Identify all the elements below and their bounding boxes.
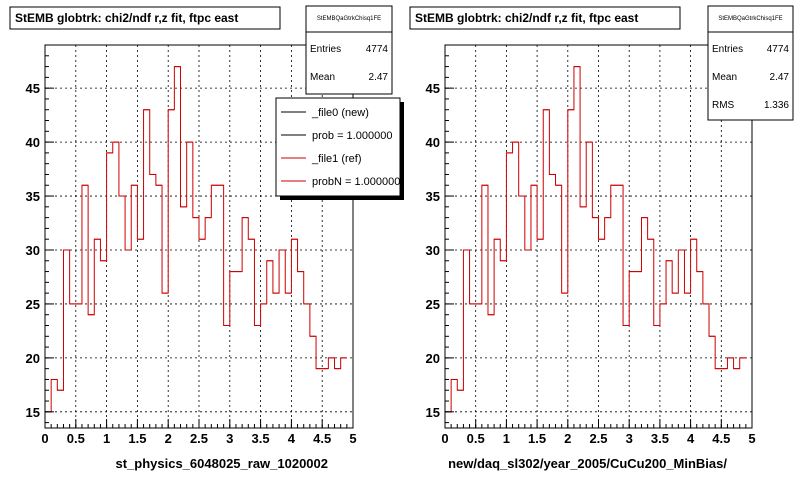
x-tick-label: 0.5	[67, 431, 85, 446]
x-tick-label: 3.5	[651, 431, 669, 446]
x-tick-label: 3.5	[252, 431, 270, 446]
y-tick-label: 30	[26, 243, 40, 258]
stats-frame	[707, 5, 794, 121]
x-tick-label: 1.5	[128, 431, 146, 446]
y-axis: 15 20 25 30 35 40 45	[26, 55, 54, 424]
y-tick-label: 45	[26, 81, 40, 96]
right-histogram-panel: 0 0.5 1 1.5 2 2.5 3 3.5 4 4.5 5 15 20 25 30 35 40 45 new/d…	[409, 5, 794, 471]
title-frame	[9, 6, 281, 30]
x-tick-label: 4	[288, 431, 296, 446]
x-tick-label: 1	[503, 431, 510, 446]
legend-entry-label: _file0 (new)	[311, 107, 369, 119]
x-tick-label: 4	[687, 431, 695, 446]
chart-title-box: StEMB globtrk: chi2/ndf r,z fit, ftpc ea…	[409, 6, 681, 30]
histogram-series	[445, 66, 746, 413]
stats-label: Mean	[310, 72, 335, 83]
stats-label: RMS	[712, 100, 735, 111]
stats-frame	[305, 5, 393, 95]
y-axis: 15 20 25 30 35 40 45	[426, 55, 454, 424]
x-tick-label: 3	[626, 431, 633, 446]
x-axis-title: new/daq_sl302/year_2005/CuCu200_MinBias/	[448, 456, 727, 471]
chart-title-box: StEMB globtrk: chi2/ndf r,z fit, ftpc ea…	[9, 6, 281, 30]
y-tick-label: 45	[426, 81, 440, 96]
stats-label: Mean	[712, 72, 737, 83]
stats-value: 4774	[767, 44, 790, 55]
x-tick-label: 4.5	[712, 431, 730, 446]
stats-box: StEMBQaGtrkChisq1FE Entries 4774 Mean 2.47	[305, 5, 393, 95]
x-tick-label: 5	[748, 431, 755, 446]
stats-box: StEMBQaGtrkChisq1FE Entries 4774 Mean 2.47 RM…	[707, 5, 794, 121]
y-tick-label: 15	[426, 405, 440, 420]
x-tick-label: 1	[103, 431, 110, 446]
x-tick-label: 0	[41, 431, 48, 446]
x-tick-label: 0	[441, 431, 448, 446]
stats-value: 1.336	[764, 100, 789, 111]
stats-name: StEMBQaGtrkChisq1FE	[718, 16, 782, 22]
y-tick-label: 35	[26, 189, 40, 204]
y-tick-label: 20	[426, 351, 440, 366]
y-tick-label: 25	[426, 297, 440, 312]
stats-name: StEMBQaGtrkChisq1FE	[317, 16, 381, 22]
title-frame	[409, 6, 681, 30]
legend-entry-label: prob = 1.000000	[312, 130, 392, 142]
stats-value: 4774	[366, 44, 389, 55]
y-tick-label: 30	[426, 243, 440, 258]
x-tick-label: 5	[349, 431, 356, 446]
x-tick-label: 2	[564, 431, 571, 446]
left-histogram-panel: 0 0.5 1 1.5 2 2.5 3 3.5 4 4.5 5 15 20 25 30 35 40 45 st_ph…	[9, 5, 404, 471]
x-tick-label: 4.5	[313, 431, 331, 446]
x-axis: 0 0.5 1 1.5 2 2.5 3 3.5 4 4.5 5	[41, 419, 357, 446]
stats-label: Entries	[310, 44, 341, 55]
y-tick-label: 25	[26, 297, 40, 312]
x-tick-label: 3	[226, 431, 233, 446]
histogram-step-line	[445, 66, 746, 413]
y-tick-label: 40	[26, 135, 40, 150]
x-tick-label: 2.5	[190, 431, 208, 446]
legend-entry-label: _file1 (ref)	[311, 153, 362, 165]
chart-title: StEMB globtrk: chi2/ndf r,z fit, ftpc ea…	[15, 11, 238, 25]
x-axis: 0 0.5 1 1.5 2 2.5 3 3.5 4 4.5 5	[441, 419, 756, 446]
x-tick-label: 1.5	[528, 431, 546, 446]
x-axis-title: st_physics_6048025_raw_1020002	[115, 456, 328, 471]
stats-label: Entries	[712, 44, 743, 55]
y-tick-label: 15	[26, 405, 40, 420]
x-tick-label: 0.5	[467, 431, 485, 446]
y-tick-label: 35	[426, 189, 440, 204]
stats-value: 2.47	[369, 72, 389, 83]
stats-value: 2.47	[770, 72, 790, 83]
y-tick-label: 40	[426, 135, 440, 150]
x-tick-label: 2	[165, 431, 172, 446]
chart-title: StEMB globtrk: chi2/ndf r,z fit, ftpc ea…	[415, 11, 638, 25]
legend-frame	[275, 97, 401, 197]
y-tick-label: 20	[26, 351, 40, 366]
legend-entry-label: probN = 1.000000	[312, 176, 400, 188]
x-tick-label: 2.5	[589, 431, 607, 446]
legend: _file0 (new) prob = 1.000000 _file1 (ref) p…	[275, 97, 404, 200]
